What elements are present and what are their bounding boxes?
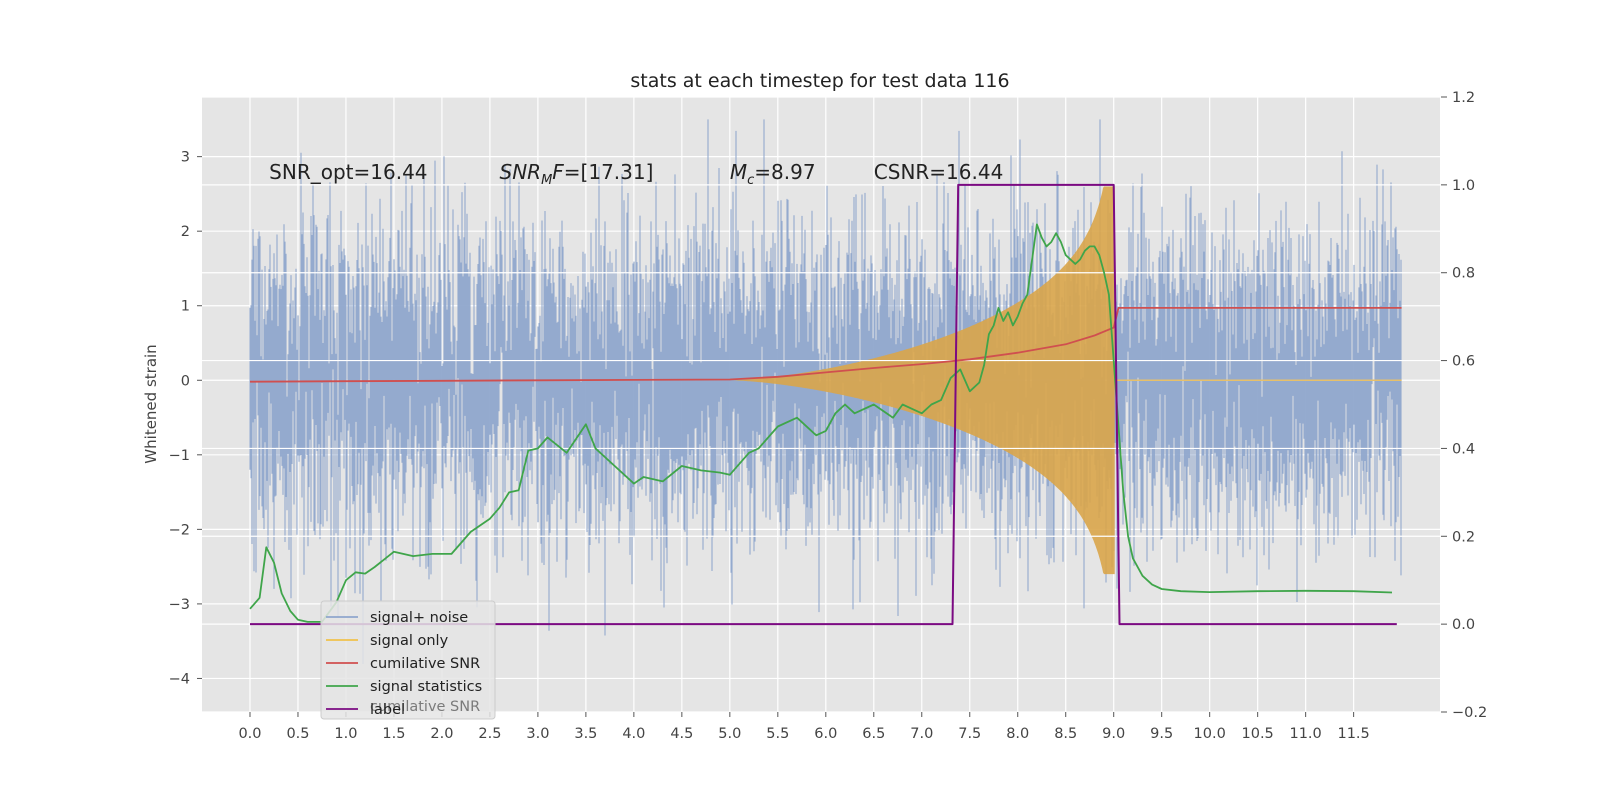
- y-axis-ticks: 3 2 1 0 −1 −2 −3 −4: [169, 150, 202, 687]
- y2-axis-ticks: 1.2 1.0 0.8 0.6 0.4 0.2 0.0 −0.2: [1441, 90, 1487, 721]
- legend-label: signal statistics: [370, 679, 482, 695]
- legend-ghost-text: cumilative SNR: [370, 699, 480, 715]
- y-tick-label: 3: [181, 150, 190, 166]
- label-series: [250, 183, 1397, 626]
- x-tick-label: 10.0: [1194, 726, 1226, 742]
- legend-label: signal+ noise: [370, 610, 468, 626]
- legend-items: signal+ noise signal only cumilative SNR si…: [326, 610, 482, 718]
- x-tick-label: 10.5: [1242, 726, 1274, 742]
- y-tick-label: −1: [169, 448, 190, 464]
- x-tick-label: 4.5: [670, 726, 693, 742]
- x-tick-label: 11.5: [1337, 726, 1369, 742]
- x-tick-label: 7.0: [910, 726, 933, 742]
- series-layer: [249, 119, 1402, 664]
- y-tick-label: −3: [169, 597, 190, 613]
- legend-label: signal only: [370, 633, 449, 649]
- signal-only-series: [729, 186, 1115, 575]
- x-tick-label: 1.5: [382, 726, 405, 742]
- x-tick-label: 5.0: [718, 726, 741, 742]
- stat-annotation: Mc=8.97: [730, 160, 816, 188]
- cumilative-snr-series: [249, 306, 1402, 383]
- y-tick-label: 1: [181, 299, 190, 315]
- legend-box: [320, 600, 496, 720]
- x-tick-label: 9.0: [1102, 726, 1125, 742]
- annotations: SNR_opt=16.44 SNRMF=[17.31] Mc=8.97 CSNR=16…: [269, 160, 1003, 188]
- legend: cumilative SNR signal+ noise signal only c…: [320, 600, 496, 720]
- legend-label: label: [370, 702, 405, 718]
- y-axis-label: Whitened strain: [142, 344, 160, 463]
- x-tick-label: 2.5: [478, 726, 501, 742]
- x-tick-label: 8.0: [1006, 726, 1029, 742]
- x-tick-label: 6.5: [862, 726, 885, 742]
- y-tick-label: −4: [169, 671, 190, 687]
- y2-tick-label: 1.2: [1452, 90, 1475, 106]
- y2-tick-label: 0.4: [1452, 441, 1475, 457]
- stat-annotation: SNR_opt=16.44: [269, 160, 427, 184]
- x-tick-label: 0.5: [286, 726, 309, 742]
- y2-tick-label: −0.2: [1452, 705, 1487, 721]
- y2-tick-label: 0.2: [1452, 529, 1475, 545]
- x-tick-label: 3.5: [574, 726, 597, 742]
- stat-annotation: SNRMF=[17.31]: [500, 160, 654, 188]
- x-tick-label: 6.0: [814, 726, 837, 742]
- x-tick-label: 0.0: [238, 726, 261, 742]
- legend-label: cumilative SNR: [370, 656, 480, 672]
- x-tick-label: 11.0: [1289, 726, 1321, 742]
- y2-tick-label: 0.0: [1452, 617, 1475, 633]
- overlay-series-layer: [249, 183, 1402, 626]
- stat-annotation: CSNR=16.44: [874, 160, 1004, 184]
- signal-statistics-series: [249, 223, 1393, 623]
- chart-title: stats at each timestep for test data 116: [630, 70, 1009, 92]
- y-tick-label: −2: [169, 522, 190, 538]
- x-tick-label: 3.0: [526, 726, 549, 742]
- x-tick-label: 9.5: [1150, 726, 1173, 742]
- x-tick-label: 5.5: [766, 726, 789, 742]
- x-tick-label: 1.0: [334, 726, 357, 742]
- y2-tick-label: 0.6: [1452, 354, 1475, 370]
- x-axis-ticks: 0.0 0.5 1.0 1.5 2.0 2.5 3.0 3.5 4.0 4.5 5.0 5.5 6.0 6…: [238, 712, 1370, 742]
- y-tick-label: 2: [181, 224, 190, 240]
- y2-tick-label: 0.8: [1452, 266, 1475, 282]
- x-tick-label: 7.5: [958, 726, 981, 742]
- x-tick-label: 8.5: [1054, 726, 1077, 742]
- x-tick-label: 4.0: [622, 726, 645, 742]
- y-tick-label: 0: [181, 373, 190, 389]
- x-tick-label: 2.0: [430, 726, 453, 742]
- y2-tick-label: 1.0: [1452, 178, 1475, 194]
